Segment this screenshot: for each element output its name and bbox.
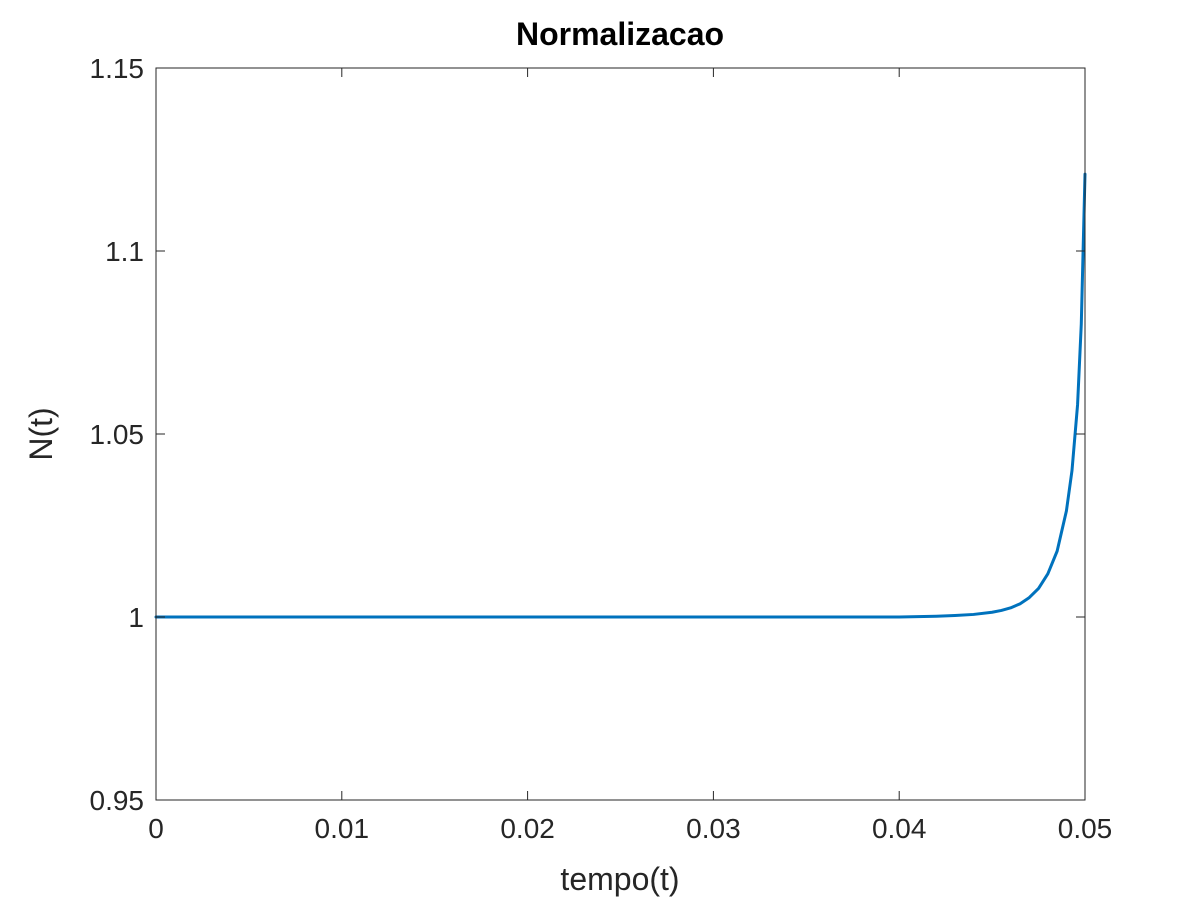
x-tick-label: 0.03 (686, 813, 741, 844)
x-tick-label: 0.02 (500, 813, 555, 844)
y-tick-label: 1.1 (105, 236, 144, 267)
y-tick-label: 0.95 (90, 785, 145, 816)
ticks-layer: 0 0.01 0.02 0.03 0.04 0.05 0.95 1 1.05 1.1 1.15 (90, 53, 1113, 844)
series-layer (154, 172, 1087, 619)
y-tick-label: 1.15 (90, 53, 145, 84)
x-tick-label: 0.04 (872, 813, 927, 844)
axes-frame (155, 67, 1086, 801)
y-tick-label: 1 (128, 602, 144, 633)
axes-background (156, 68, 1085, 800)
y-axis-label: N(t) (23, 407, 59, 460)
x-axis-label: tempo(t) (560, 861, 679, 897)
series-line (154, 172, 1087, 619)
x-tick-label: 0.05 (1058, 813, 1113, 844)
x-tick-label: 0 (148, 813, 164, 844)
x-tick-label: 0.01 (315, 813, 370, 844)
y-tick-label: 1.05 (90, 419, 145, 450)
chart-title: Normalizacao (516, 16, 724, 52)
